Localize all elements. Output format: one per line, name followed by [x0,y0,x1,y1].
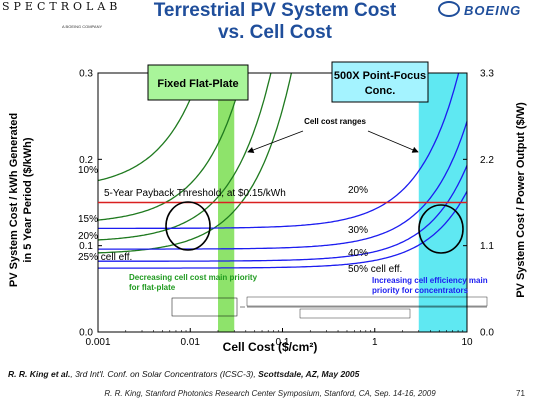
x-tick-label: 10 [461,337,473,348]
concentrator-priority-line-2: priority for concentrators [372,286,469,295]
right-y-tick-label: 1.1 [480,241,494,252]
flatplate-series-label-10: 10% [78,165,98,176]
formula-numerator [246,296,488,307]
concentrator-priority-line-1: Increasing cell efficiency main [372,276,488,285]
flatplate-series-label-15: 15% [78,214,98,225]
concentrator-series-label-30: 30% [348,225,368,236]
formula-term-1 [171,297,238,317]
flatplate-series-label-20: 20% [78,231,98,242]
flatplate-priority-line-1: Decreasing cell cost main priority [129,273,258,282]
concentrator-curve-1 [98,72,460,230]
reference-citation: R. R. King et al., 3rd Int'l. Conf. on S… [8,369,359,379]
flatplate-priority-circle [165,201,211,251]
curves-layer [97,72,468,269]
x-tick-label: 0.1 [276,337,290,348]
boeing-wordmark: BOEING [464,3,522,18]
concentrator-series-label-50: 50% cell eff. [348,264,402,275]
concentrator-priority-circle [418,204,464,254]
cost-formula [171,296,488,319]
x-axis-title: Cell Cost ($/cm²) [223,340,318,354]
x-tick-label: 0.01 [181,337,201,348]
spectrolab-logo: SPECTROLAB [2,0,122,13]
right-y-tick-label: 3.3 [480,69,494,80]
page-number: 71 [516,389,525,398]
footer-text: R. R. King, Stanford Photonics Research … [104,389,436,398]
x-tick-label: 1 [372,337,378,348]
concentrator-curve-4 [98,190,468,269]
reference-place: Scottsdale, AZ, May 2005 [258,369,360,379]
spectrolab-logo-subtitle: A BOEING COMPANY [62,24,103,29]
right-y-tick-label: 2.2 [480,155,494,166]
flatplate-curve-3 [97,72,272,241]
concentrator-curve-3 [98,165,468,262]
concentrator-series-label-20: 20% [348,185,368,196]
formula-denominator [299,308,411,319]
threshold-label: 5-Year Payback Threshold, at $0.15/kWh [104,188,286,199]
y-tick-label: 0.3 [79,69,93,80]
right-y-tick-label: 0.0 [480,328,494,339]
boeing-symbol-icon [438,1,460,17]
x-tick-label: 0.001 [85,337,110,348]
y-axis-title-line-2: in 5 Year Period ($/kWh) [22,137,34,262]
cell-cost-ranges-label: Cell cost ranges [304,117,366,126]
y-axis-title-line-1: PV System Cost / kWh Generated [8,113,20,287]
flatplate-curve-2 [97,72,244,221]
cell-cost-arrow-left [247,130,304,153]
flatplate-label-box [147,64,249,101]
y-tick-label: 0.1 [79,241,93,252]
reference-authors: R. R. King et al. [8,369,71,379]
concentrator-label-box [331,61,429,103]
ticks-layer: 0.001 0.01 0.1 1 10 0.0 0.1 0.2 0.3 0.0 1.1 2.2 3.3 [79,69,494,349]
page-title: Terrestrial PV System Cost vs. Cell Cost [110,0,440,44]
reference-text: , 3rd Int'l. Conf. on Solar Concentrator… [70,369,259,379]
y-tick-label: 0.0 [79,328,93,339]
cell-cost-arrow-right [367,130,419,153]
title-line-2: vs. Cell Cost [217,22,333,43]
right-y-axis-title: PV System Cost / Power Output ($/W) [515,102,527,298]
flatplate-curve-4 [98,72,293,254]
title-line-1: Terrestrial PV System Cost [153,0,397,21]
concentrator-curve-2 [98,121,468,250]
cost-chart: 0.001 0.01 0.1 1 100.00.10.20.30.01.12.23.3 … [8,61,527,354]
concentrator-series-label-40: 40% [348,248,368,259]
boeing-logo: BOEING [438,1,521,18]
concentrator-label-line-2: Conc. [365,85,396,97]
concentrator-label-line-1: 500X Point-Focus [334,70,426,82]
flatplate-priority-line-2: for flat-plate [129,283,176,292]
flatplate-label: Fixed Flat-Plate [157,78,238,90]
y-tick-label: 0.2 [79,155,93,166]
flatplate-series-label-25: 25% cell eff. [78,252,132,263]
flatplate-curve-1 [97,72,202,182]
